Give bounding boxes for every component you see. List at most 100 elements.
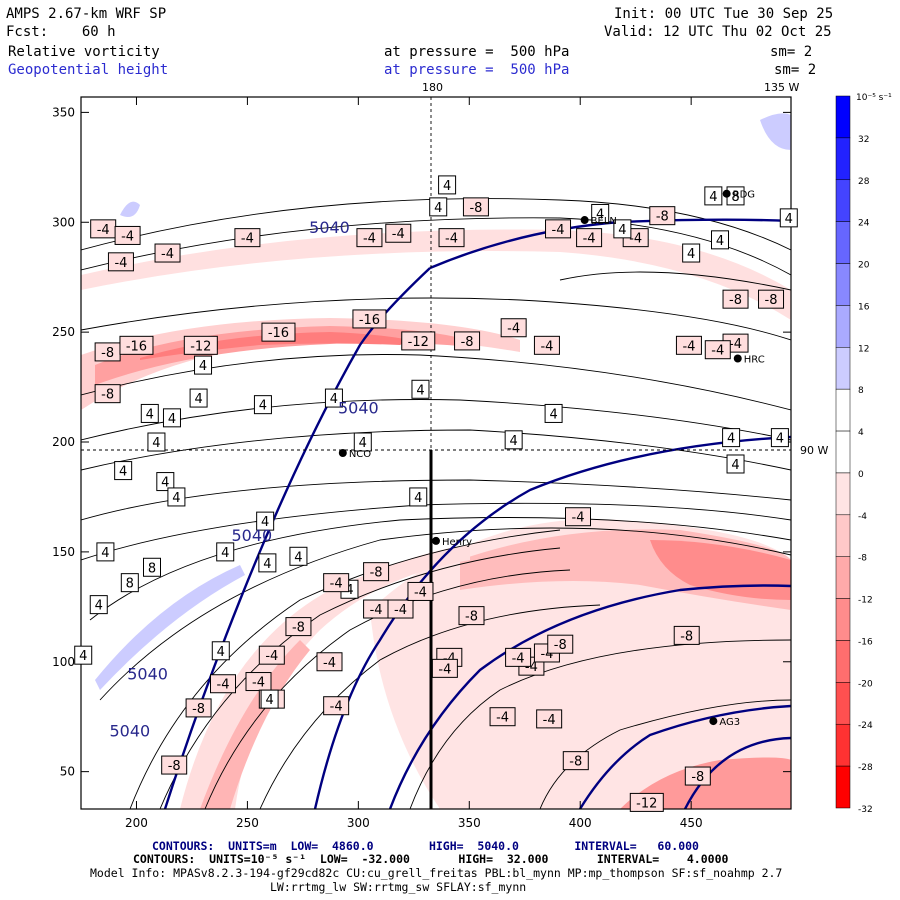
- y-tick-label: 300: [52, 215, 75, 229]
- field1-name: Relative vorticity: [8, 44, 160, 60]
- colorbar-tick-label: -24: [858, 721, 873, 731]
- svg-text:-8: -8: [168, 759, 181, 774]
- svg-text:-8: -8: [101, 388, 114, 403]
- height-label: 5040: [109, 721, 150, 740]
- colorbar-tick-label: 4: [858, 428, 864, 438]
- vorticity-contour-label: 8: [120, 573, 139, 593]
- svg-text:4: 4: [727, 432, 735, 447]
- svg-text:-16: -16: [126, 339, 147, 354]
- svg-text:-4: -4: [682, 339, 695, 354]
- svg-text:-8: -8: [292, 621, 305, 636]
- vorticity-contour-label: 4: [613, 219, 632, 239]
- svg-text:RDG: RDG: [733, 190, 755, 201]
- vorticity-contour-label: -4: [438, 228, 465, 248]
- vorticity-contour-label: 4: [504, 430, 523, 450]
- vorticity-contour-label: 4: [96, 542, 115, 562]
- svg-text:4: 4: [221, 546, 229, 561]
- colorbar-swatch: [835, 514, 851, 557]
- colorbar-swatch: [835, 723, 851, 767]
- vorticity-contour-label: 4: [289, 546, 308, 566]
- vorticity-contour-label: -4: [245, 672, 272, 692]
- svg-text:4: 4: [294, 550, 302, 565]
- svg-text:-8: -8: [465, 610, 478, 625]
- vorticity-contour-label: 4: [704, 186, 723, 206]
- vorticity-contour-label: 4: [429, 197, 448, 217]
- colorbar-swatch: [835, 95, 851, 139]
- svg-text:-4: -4: [445, 232, 458, 247]
- vorticity-contour-label: -8: [684, 766, 711, 786]
- station-ag3: AG3: [709, 717, 740, 728]
- svg-text:8: 8: [148, 561, 156, 576]
- vorticity-contour-label: -4: [114, 225, 141, 245]
- lon-135w-label: 135 W: [764, 81, 799, 94]
- y-tick-label: 50: [60, 765, 75, 779]
- vorticity-contour-label: 4: [216, 542, 235, 562]
- vorticity-contour-label: -4: [363, 599, 390, 619]
- svg-text:-8: -8: [680, 629, 693, 644]
- svg-text:4: 4: [161, 476, 169, 491]
- svg-text:-4: -4: [552, 223, 565, 238]
- vorticity-contour-label: -4: [545, 219, 572, 239]
- vorticity-contour-label: -8: [758, 289, 785, 309]
- stations: RDG BELN HRC NCO Henry AG3: [338, 189, 765, 728]
- vorticity-contour-label: 4: [162, 408, 181, 428]
- vorticity-contour-label: -8: [722, 289, 749, 309]
- vorticity-contour-label: 4: [140, 403, 159, 423]
- svg-text:-4: -4: [161, 247, 174, 262]
- vorticity-contour-label: -4: [505, 647, 532, 667]
- vorticity-contour-label: 4: [167, 487, 186, 507]
- svg-text:4: 4: [101, 546, 109, 561]
- svg-text:4: 4: [359, 436, 367, 451]
- svg-text:-8: -8: [656, 210, 669, 225]
- svg-text:-4: -4: [323, 656, 336, 671]
- vorticity-contour-label: 4: [682, 243, 701, 263]
- svg-text:4: 4: [168, 412, 176, 427]
- svg-text:-4: -4: [265, 649, 278, 664]
- vorticity-contour-label: -8: [673, 625, 700, 645]
- vorticity-contour-label: -4: [533, 335, 560, 355]
- colorbar-tick-label: -16: [858, 637, 873, 647]
- vorticity-contour-label: -4: [536, 709, 563, 729]
- svg-text:4: 4: [414, 491, 422, 506]
- colorbar-tick-label: 0: [858, 470, 864, 480]
- colorbar-tick-label: 28: [858, 177, 870, 187]
- colorbar-tick-label: 32: [858, 135, 869, 145]
- vorticity-contour-label: -8: [94, 342, 121, 362]
- svg-text:-4: -4: [392, 227, 405, 242]
- colorbar-tick-label: 24: [858, 219, 870, 229]
- colorbar-swatch: [835, 556, 851, 599]
- svg-text:-4: -4: [512, 651, 525, 666]
- svg-text:4: 4: [265, 693, 273, 708]
- y-tick-label: 350: [52, 105, 75, 119]
- model-title: AMPS 2.67-km WRF SP: [6, 6, 167, 22]
- colorbar-tick-label: -8: [858, 554, 867, 564]
- svg-text:4: 4: [785, 212, 793, 227]
- lon-90w-label: 90 W: [800, 444, 828, 457]
- svg-text:4: 4: [618, 223, 626, 238]
- station-beln: BELN: [580, 216, 617, 227]
- svg-text:-12: -12: [190, 339, 211, 354]
- vorticity-contour-label: -4: [258, 645, 285, 665]
- station-henry: Henry: [432, 536, 472, 548]
- svg-text:-4: -4: [97, 223, 110, 238]
- vorticity-contour-label: -4: [90, 219, 117, 239]
- field2-name: Geopotential height: [8, 62, 169, 78]
- svg-text:4: 4: [510, 434, 518, 449]
- svg-text:-4: -4: [583, 232, 596, 247]
- lon-180-label: 180: [422, 81, 443, 94]
- svg-text:-4: -4: [330, 577, 343, 592]
- colorbar-swatch: [835, 388, 851, 432]
- svg-text:-8: -8: [569, 755, 582, 770]
- vorticity-contour-label: 4: [147, 432, 166, 452]
- svg-text:4: 4: [416, 383, 424, 398]
- colorbar-swatch: [835, 137, 851, 181]
- svg-text:AG3: AG3: [719, 717, 740, 728]
- vorticity-contour-label: -4: [107, 252, 134, 272]
- svg-text:4: 4: [776, 432, 784, 447]
- vorticity-contour-label: -16: [352, 309, 387, 329]
- colorbar-swatch: [835, 682, 851, 725]
- vorticity-contour-label: 4: [114, 461, 133, 481]
- svg-text:4: 4: [263, 557, 271, 572]
- colorbar-tick-label: 20: [858, 261, 870, 271]
